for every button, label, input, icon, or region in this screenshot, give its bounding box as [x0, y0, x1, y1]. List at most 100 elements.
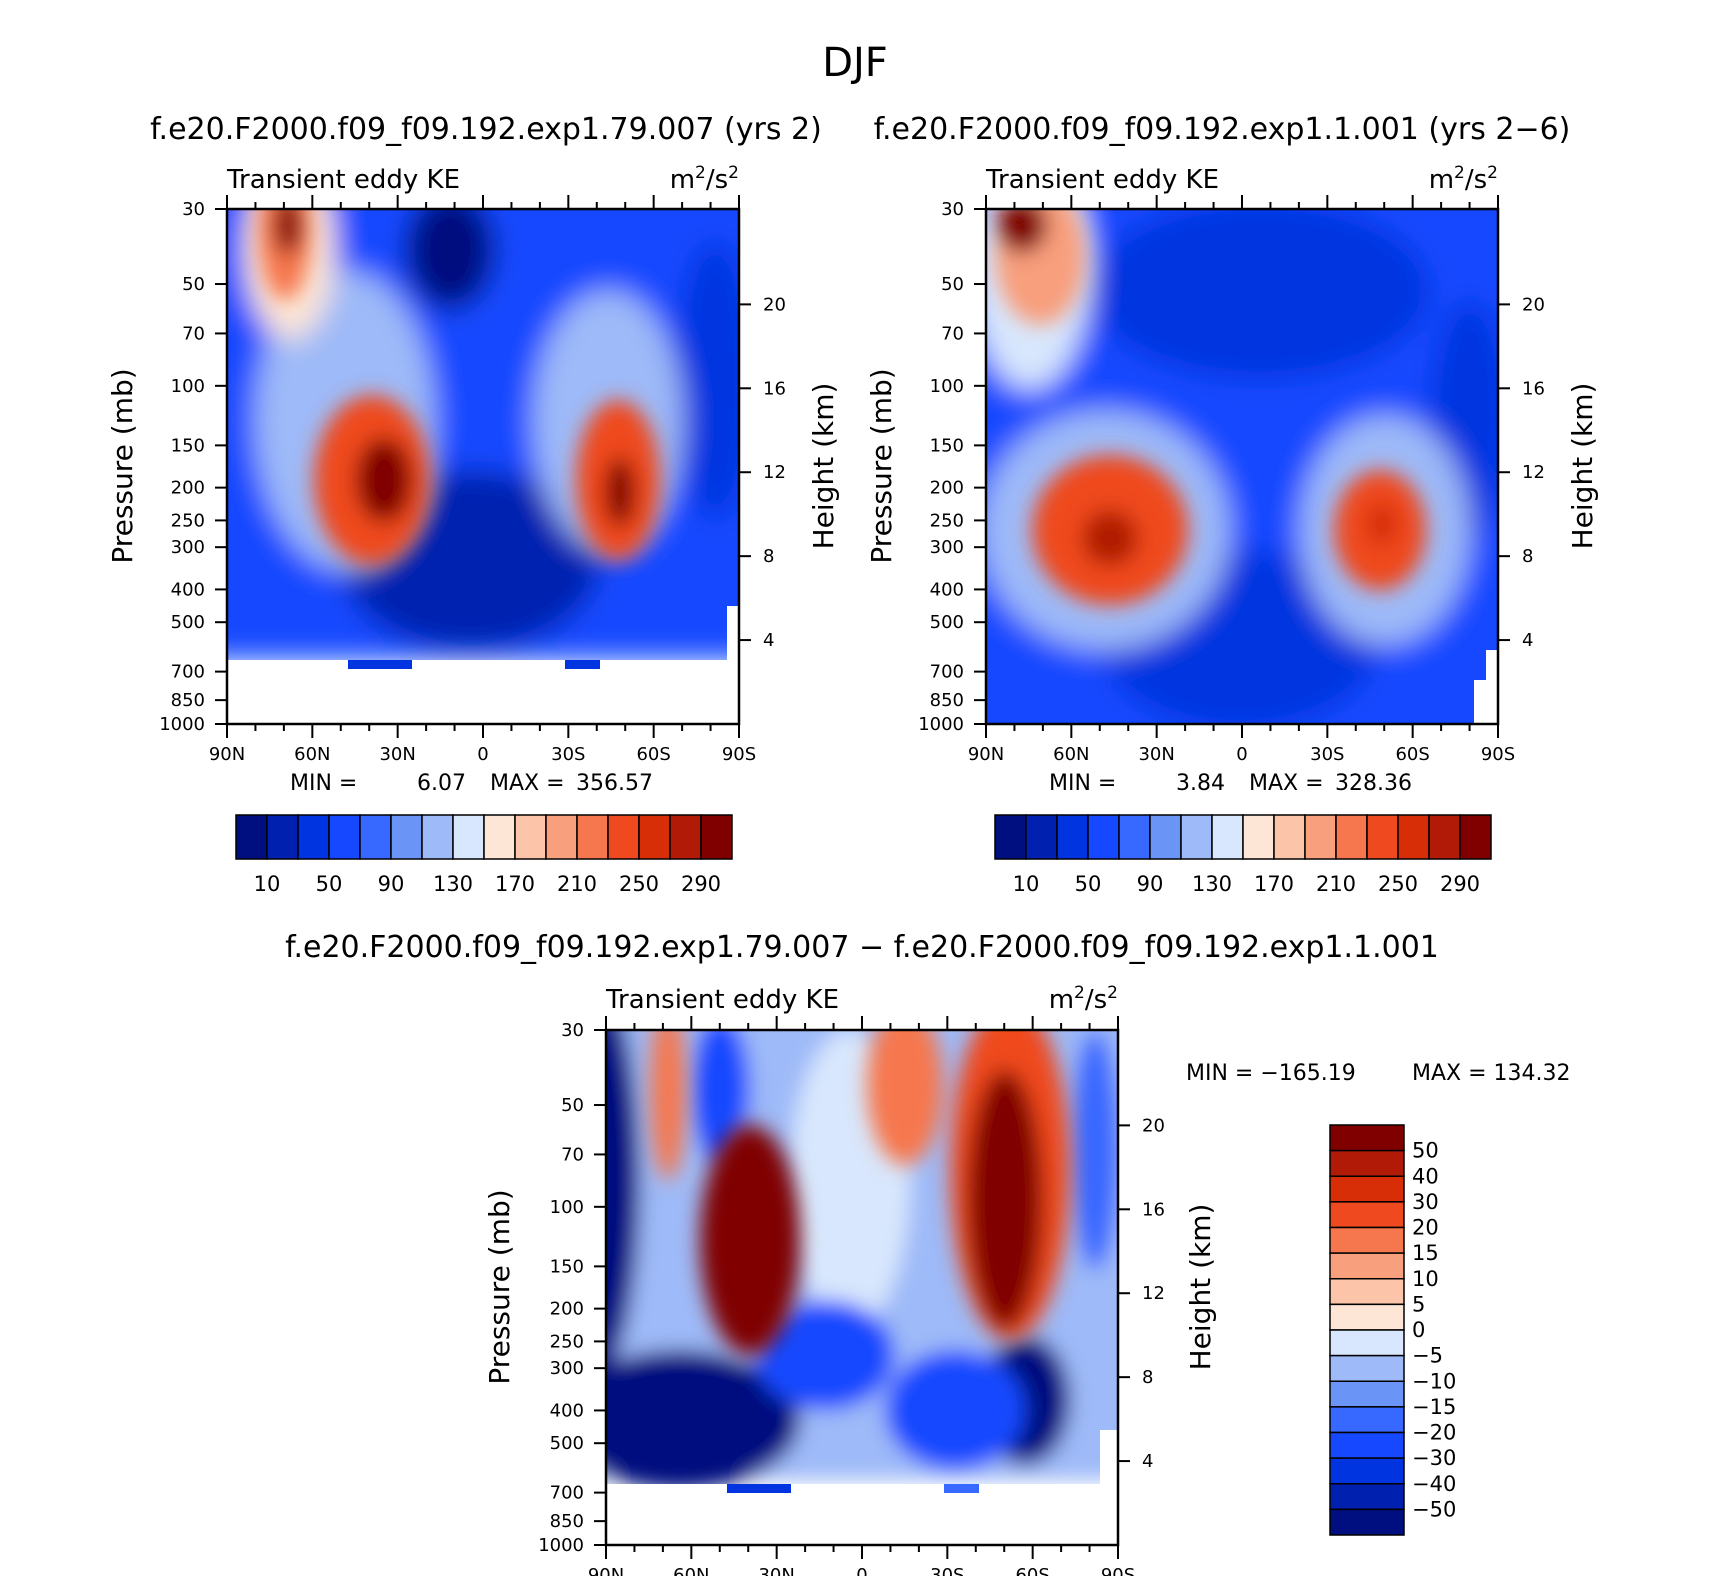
- panel3-pos-eq-strat: [867, 1030, 943, 1165]
- colorbar-box: [1329, 1124, 1405, 1152]
- colorbar-box: [1329, 1457, 1405, 1485]
- panel1-below-surface: [227, 660, 739, 724]
- x-tick-label: 60N: [673, 1565, 709, 1576]
- y-tick-label: 1000: [538, 1535, 584, 1556]
- colorbar-box: [1329, 1175, 1405, 1203]
- colorbar-label: 20: [1412, 1216, 1439, 1240]
- panel1: Transient eddy KE m2/s2: [106, 163, 840, 896]
- colorbar-label: 130: [433, 872, 473, 896]
- y-tick-label: 1000: [159, 714, 205, 735]
- x-tick-label: 60N: [1053, 744, 1089, 765]
- panel1-andes-strip: [565, 660, 600, 669]
- panel3-below-surface: [606, 1484, 1118, 1545]
- panel1-variable: Transient eddy KE: [226, 165, 460, 195]
- panel3-antarctica-mask: [1100, 1430, 1118, 1486]
- colorbar-box: [1329, 1303, 1405, 1331]
- colorbar-box: [359, 814, 392, 860]
- colorbar-box: [1329, 1508, 1405, 1536]
- panel3-neg-trop-sh: [885, 1350, 1025, 1470]
- colorbar-box: [1428, 814, 1461, 860]
- colorbar-label: −15: [1412, 1395, 1456, 1419]
- y-tick-label: 700: [930, 662, 964, 683]
- colorbar-box: [452, 814, 485, 860]
- y-tick-label: 850: [550, 1511, 584, 1532]
- panel1-ylabel: Pressure (mb): [106, 368, 139, 563]
- panel2-ylabel: Pressure (mb): [865, 368, 898, 563]
- panel2-core-strat: [997, 209, 1047, 253]
- y-tick-label: 70: [182, 323, 205, 344]
- colorbar-label: 30: [1412, 1190, 1439, 1214]
- y-tick-label: 50: [941, 274, 964, 295]
- figure-title: DJF: [822, 40, 888, 86]
- colorbar-box: [421, 814, 454, 860]
- panel1-colorbar: 10 50 90 130 170 210 250 290: [235, 814, 733, 896]
- colorbar-label: 90: [1137, 872, 1164, 896]
- y-tick-label-right: 8: [763, 546, 774, 567]
- x-tick-label: 30S: [551, 744, 585, 765]
- x-tick-label: 90N: [968, 744, 1004, 765]
- panel1-axes: 90N 60N 30N 0 30S 60S 90S 30 50 70 100 150 200 250 300…: [159, 195, 786, 765]
- y-tick-label-right: 16: [763, 378, 786, 399]
- colorbar-box: [266, 814, 299, 860]
- panel2-max-label: MAX =: [1249, 771, 1324, 796]
- panel3-units: m2/s2: [1049, 983, 1118, 1015]
- colorbar-box: [1056, 814, 1089, 860]
- panel3: Transient eddy KE m2/s2: [483, 983, 1571, 1576]
- y-tick-label: 70: [561, 1144, 584, 1165]
- panel1-case-title: f.e20.F2000.f09_f09.192.exp1.79.007 (yrs…: [150, 112, 822, 147]
- panel2-min-value: 3.84: [1176, 771, 1225, 796]
- y-tick-label-right: 4: [1522, 630, 1533, 651]
- x-tick-label: 60S: [1395, 744, 1429, 765]
- y-tick-label-right: 4: [1142, 1451, 1153, 1472]
- panel2-field: [986, 209, 1498, 724]
- y-tick-label: 200: [171, 478, 205, 499]
- panel3-axes: 90N 60N 30N 0 30S 60S 90S 30 50 70 100 150 200 250 300…: [538, 1016, 1165, 1576]
- panel3-ylabel: Pressure (mb): [483, 1189, 516, 1384]
- x-tick-label: 30N: [758, 1565, 794, 1576]
- y-tick-label: 30: [561, 1020, 584, 1041]
- y-tick-label: 400: [171, 579, 205, 600]
- colorbar-label: 290: [681, 872, 721, 896]
- colorbar-box: [1329, 1226, 1405, 1254]
- colorbar-box: [390, 814, 423, 860]
- panel1-units: m2/s2: [670, 163, 739, 195]
- panel2-colorbar: 10 50 90 130 170 210 250 290: [994, 814, 1492, 896]
- panel2-antarctica-mask: [1486, 650, 1498, 724]
- y-tick-label: 850: [171, 690, 205, 711]
- colorbar-box: [514, 814, 547, 860]
- y-tick-label: 200: [930, 478, 964, 499]
- colorbar-box: [1180, 814, 1213, 860]
- colorbar-box: [1329, 1431, 1405, 1459]
- colorbar-label: 5: [1412, 1292, 1425, 1316]
- panel3-min-label: MIN = −165.19: [1186, 1061, 1356, 1086]
- panel3-max-label: MAX = 134.32: [1412, 1061, 1571, 1086]
- colorbar-box: [1329, 1149, 1405, 1177]
- y-tick-label: 30: [182, 199, 205, 220]
- y-tick-label: 1000: [918, 714, 964, 735]
- y-tick-label: 300: [171, 537, 205, 558]
- panel1-min-value: 6.07: [417, 771, 466, 796]
- y-tick-label: 50: [561, 1095, 584, 1116]
- panel2-core-sh: [1366, 502, 1398, 546]
- panel1-field: [227, 209, 739, 724]
- x-tick-label: 0: [1236, 744, 1247, 765]
- panel2-axes: 90N 60N 30N 0 30S 60S 90S 30 50 70 100 150 200 250 300…: [918, 195, 1545, 765]
- x-tick-label: 30N: [379, 744, 415, 765]
- colorbar-box: [1397, 814, 1430, 860]
- y-tick-label: 700: [171, 662, 205, 683]
- colorbar-box: [235, 814, 268, 860]
- panel2-antarctica-mask-2: [1474, 680, 1488, 724]
- y-tick-label: 200: [550, 1299, 584, 1320]
- diff-case-title: f.e20.F2000.f09_f09.192.exp1.79.007 − f.…: [285, 930, 1439, 965]
- panel3-ylabel-right: Height (km): [1184, 1204, 1217, 1371]
- colorbar-box: [545, 814, 578, 860]
- colorbar-box: [1329, 1252, 1405, 1280]
- y-tick-label-right: 12: [763, 462, 786, 483]
- x-tick-label: 30N: [1138, 744, 1174, 765]
- colorbar-box: [1366, 814, 1399, 860]
- panel3-variable: Transient eddy KE: [605, 985, 839, 1015]
- colorbar-box: [1087, 814, 1120, 860]
- y-tick-label-right: 12: [1522, 462, 1545, 483]
